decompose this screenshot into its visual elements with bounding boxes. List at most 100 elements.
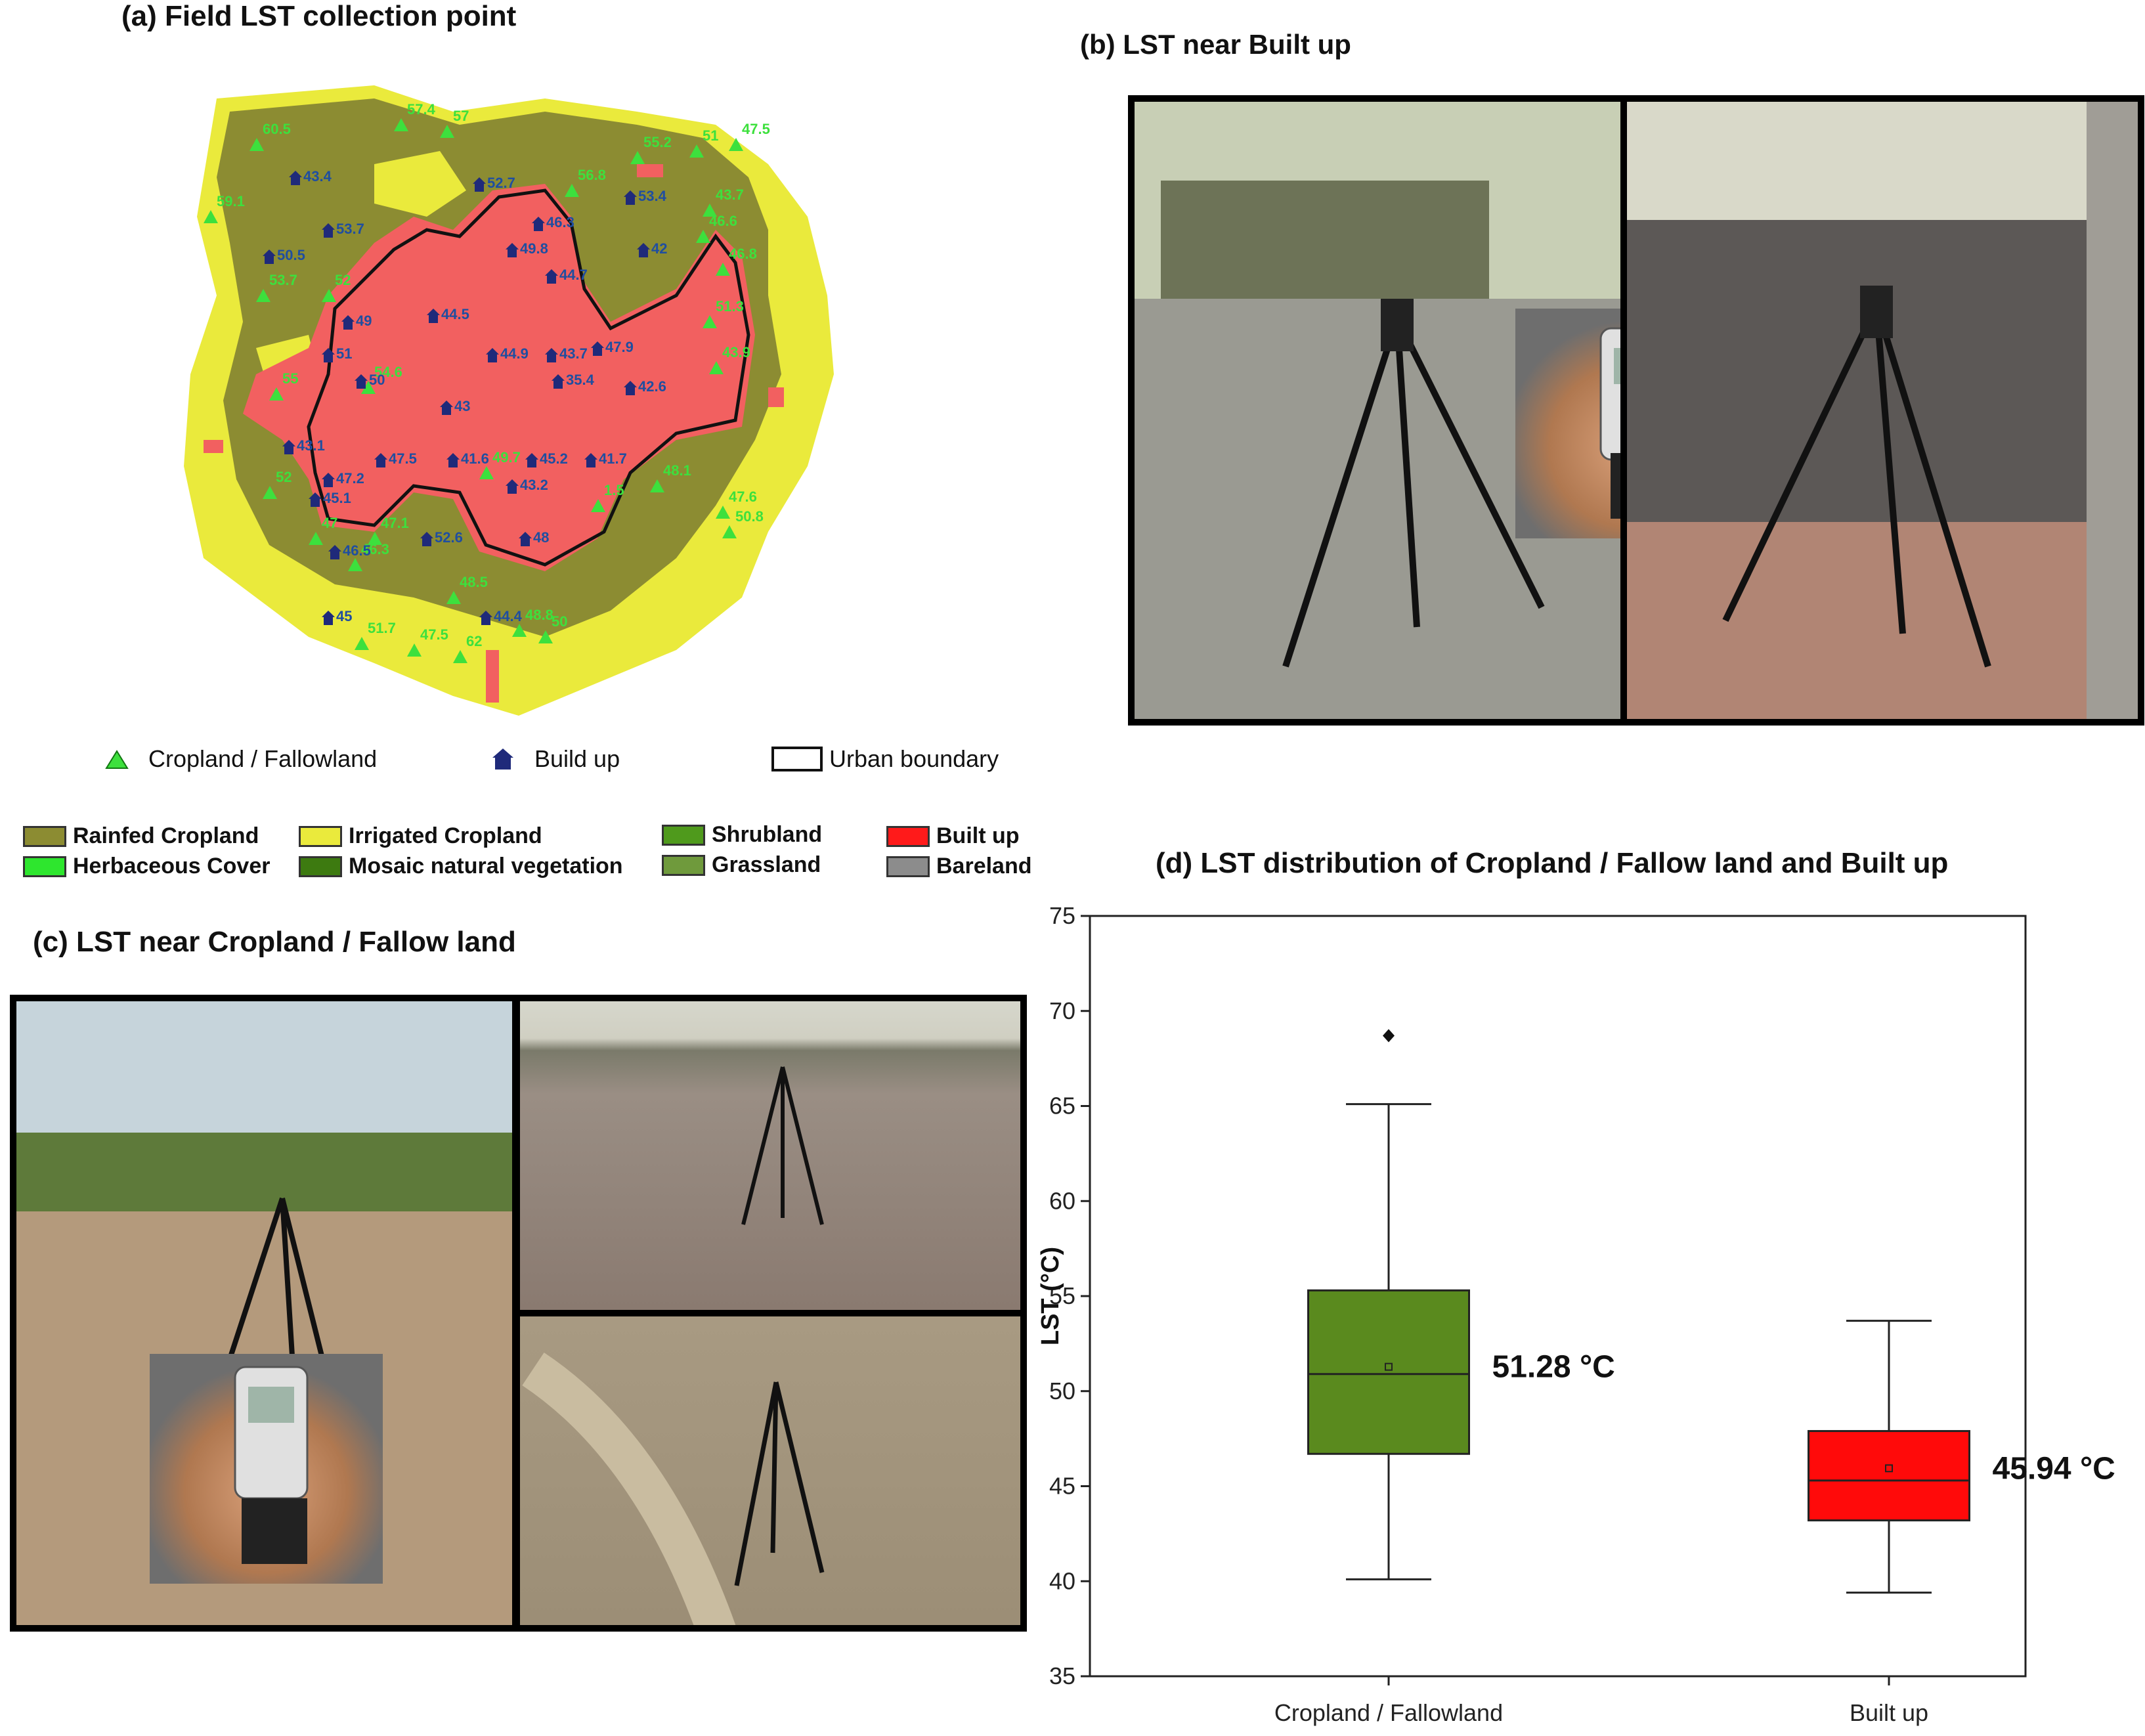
built-point-marker — [374, 453, 387, 467]
legend-boundary-label: Urban boundary — [829, 745, 999, 772]
thermometer-icon — [234, 1366, 309, 1564]
built-point-label: 44.9 — [500, 345, 529, 362]
crop-point-label: 47.1 — [381, 515, 409, 531]
boxplot-chart: 35 40 45 50 55 60 65 70 75 LST (°C) Cropland / Fal… — [1024, 893, 2140, 1733]
y-tick-label: 55 — [1049, 1282, 1075, 1309]
legend-built-label: Build up — [534, 745, 620, 772]
crop-point-label: 50.8 — [735, 508, 764, 525]
built-point-label: 44.5 — [441, 306, 469, 322]
mean-marker — [1885, 1464, 1893, 1473]
lc-legend-bareland: Bareland — [886, 854, 1032, 879]
y-tick-label: 35 — [1049, 1662, 1075, 1689]
mean-marker — [1385, 1362, 1393, 1371]
crop-point-label: 62 — [466, 633, 483, 649]
built-point-marker — [322, 348, 335, 362]
built-point-label: 45 — [336, 608, 353, 624]
built-point-label: 48 — [533, 529, 550, 546]
lc-legend-grassland: Grassland — [662, 852, 821, 878]
built-point-marker — [473, 177, 486, 192]
lc-label: Grassland — [712, 852, 821, 877]
crop-point-label: 57 — [453, 108, 469, 124]
boundary-swatch — [771, 747, 823, 771]
landcover-map — [177, 72, 873, 729]
crop-point-label: 48.5 — [460, 574, 488, 590]
builtup-photo-right — [1620, 95, 2144, 726]
crop-point-label: 49.7 — [492, 449, 521, 466]
built-point-marker — [420, 532, 433, 546]
map-speckle — [768, 387, 784, 407]
built-point-label: 47.2 — [336, 470, 364, 487]
x-tick-label: Cropland / Fallowland — [1274, 1699, 1503, 1726]
built-point-label: 53.7 — [336, 221, 364, 237]
built-point-marker — [545, 269, 558, 284]
lc-swatch — [886, 856, 930, 877]
lc-swatch — [23, 825, 66, 847]
legend-crop-point: Cropland / Fallowland — [105, 745, 377, 773]
crop-point-marker — [269, 387, 284, 401]
built-point-marker — [322, 611, 335, 625]
tripod-illustration — [741, 1066, 824, 1225]
lc-swatch — [662, 854, 705, 876]
lc-label: Mosaic natural vegetation — [349, 854, 623, 879]
map-speckle — [637, 164, 663, 177]
crop-point-label: 51 — [703, 127, 719, 144]
crop-point-marker — [565, 184, 579, 197]
built-point-label: 42.6 — [638, 378, 666, 395]
built-point-label: 44.4 — [494, 608, 522, 624]
built-point-label: 47.9 — [605, 339, 634, 355]
meter-inset-c — [150, 1354, 383, 1584]
legend-crop-label: Cropland / Fallowland — [148, 745, 378, 772]
built-point-label: 43.1 — [297, 437, 325, 454]
crop-point-marker — [407, 643, 422, 657]
crop-point-label: 46.8 — [729, 246, 757, 262]
lc-swatch — [662, 824, 705, 846]
plot-frame — [1089, 915, 2027, 1678]
map-speckle — [204, 440, 223, 453]
crop-point-label: 47.6 — [729, 488, 757, 505]
built-point-marker — [427, 309, 440, 323]
crop-point-label: 48.8 — [525, 607, 553, 623]
crop-point-marker — [703, 315, 717, 328]
built-point-marker — [624, 381, 637, 395]
built-point-label: 41.7 — [599, 450, 627, 467]
built-point-marker — [506, 243, 519, 257]
crop-point-label: 47.5 — [420, 626, 448, 643]
built-point-label: 50.5 — [277, 247, 305, 263]
crop-point-label: 46.3 — [361, 541, 389, 557]
crop-point-label: 47.5 — [742, 121, 770, 137]
crop-point-label: 51.7 — [368, 620, 396, 636]
y-tick-label: 45 — [1049, 1473, 1075, 1500]
crop-point-marker — [394, 118, 408, 131]
tripod-illustration — [522, 1353, 825, 1625]
crop-point-marker — [722, 525, 737, 538]
crop-point-marker — [204, 210, 218, 223]
crop-point-marker — [716, 263, 730, 276]
crop-point-label: 51.3 — [716, 298, 744, 315]
lc-legend-builtup: Built up — [886, 823, 1020, 849]
built-point-label: 43.4 — [303, 168, 332, 184]
crop-point-label: 43.7 — [716, 186, 744, 203]
built-point-label: 43.2 — [520, 477, 548, 493]
lc-legend-irrigated: Irrigated Cropland — [299, 823, 542, 849]
box-iqr — [1808, 1430, 1970, 1522]
crop-point-label: 53.7 — [269, 272, 297, 288]
built-point-marker — [552, 374, 565, 389]
built-point-marker — [322, 223, 335, 238]
mean-value-label: 51.28 °C — [1492, 1350, 1615, 1385]
built-point-label: 49 — [356, 313, 372, 329]
crop-point-marker — [256, 289, 271, 302]
lc-label: Shrubland — [712, 822, 823, 847]
built-point-label: 44.7 — [559, 267, 588, 283]
built-point-marker — [355, 374, 368, 389]
built-point-label: 41.6 — [461, 450, 489, 467]
crop-point-marker — [696, 230, 710, 243]
legend-built-point: Build up — [491, 745, 620, 773]
lc-legend-rainfed: Rainfed Cropland — [23, 823, 259, 849]
boxplot-svg: 35 40 45 50 55 60 65 70 75 LST (°C) Cropland / Fal… — [1037, 902, 2115, 1726]
crop-point-label: 54.6 — [374, 364, 402, 380]
lc-swatch — [299, 825, 342, 847]
built-point-label: 46.3 — [546, 214, 574, 230]
panel-d-title: (d) LST distribution of Cropland / Fallo… — [1156, 847, 1949, 879]
crop-point-marker — [538, 630, 553, 643]
built-point-marker — [519, 532, 532, 546]
